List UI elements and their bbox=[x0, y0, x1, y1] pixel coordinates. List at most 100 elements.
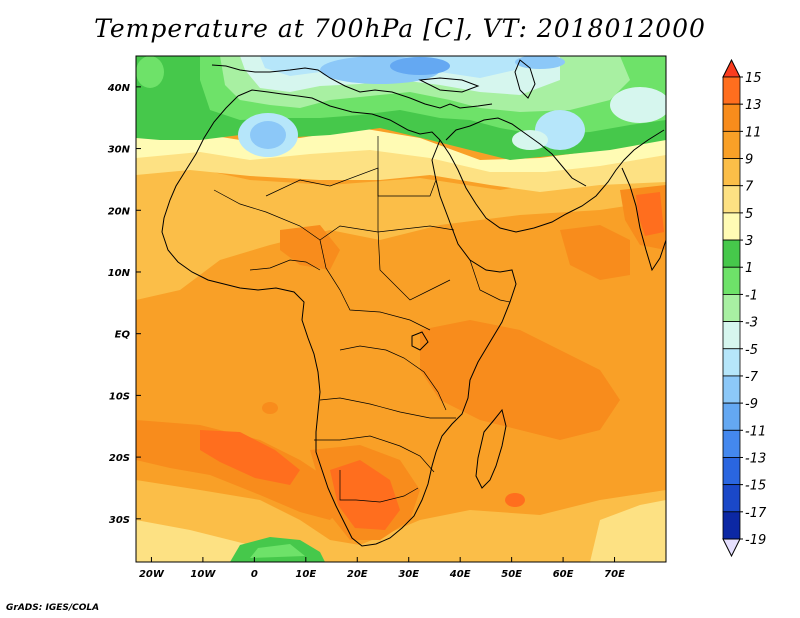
lon-tick-label: 20W bbox=[139, 569, 165, 580]
coastline-madagascar bbox=[475, 408, 507, 489]
field-band-3c bbox=[136, 128, 666, 172]
lat-tick-label: 20S bbox=[109, 453, 130, 464]
colorbar-label: 1 bbox=[745, 261, 753, 276]
colorbar-label: -1 bbox=[745, 288, 758, 303]
field-hot-13c-madagascar-east bbox=[505, 493, 525, 507]
colorbar-label: -7 bbox=[745, 370, 759, 385]
coastline-india bbox=[621, 167, 666, 272]
colorbar-swatch bbox=[722, 103, 741, 132]
colorbar-label: 5 bbox=[745, 207, 753, 222]
colorbar-swatch bbox=[722, 402, 741, 431]
coastline-lake-victoria bbox=[411, 331, 429, 351]
lat-tick-label: 30N bbox=[108, 145, 131, 156]
colorbar-label: -3 bbox=[745, 316, 758, 331]
temperature-field bbox=[136, 56, 666, 562]
field-cold-pool-afghanistan bbox=[610, 87, 666, 123]
grads-credit: GrADS: IGES/COLA bbox=[6, 603, 100, 613]
colorbar-label: -9 bbox=[745, 397, 758, 412]
colorbar-label: -19 bbox=[745, 533, 766, 548]
coastline-caspian bbox=[514, 59, 536, 99]
colorbar-swatch bbox=[722, 130, 741, 159]
map-frame bbox=[135, 55, 667, 563]
border-horn bbox=[469, 259, 511, 303]
colorbar-label: 15 bbox=[745, 71, 762, 86]
border-angola-zambia bbox=[319, 397, 456, 419]
border-central-africa bbox=[319, 239, 431, 331]
colorbar-swatch bbox=[722, 239, 741, 268]
lat-tick-label: 10S bbox=[109, 391, 130, 402]
field-band-7c-north bbox=[136, 165, 666, 300]
lat-tick-label: 10N bbox=[108, 268, 131, 279]
border-sudan bbox=[377, 136, 451, 301]
field-hot-13c-india bbox=[636, 192, 664, 236]
coastline-north-africa bbox=[237, 89, 441, 141]
colorbar-label: 3 bbox=[745, 234, 753, 249]
coastline-arabia bbox=[439, 129, 665, 233]
field-hot-13c-kalahari bbox=[330, 460, 400, 530]
lon-tick-label: 70E bbox=[604, 569, 625, 580]
field-warm-11c-arabian-sea bbox=[560, 225, 630, 280]
colorbar-swatch bbox=[722, 212, 741, 241]
colorbar-label: -11 bbox=[745, 424, 766, 439]
colorbar-swatch bbox=[722, 321, 741, 350]
field-cold-pool-algeria-core bbox=[250, 121, 286, 149]
colorbar-arrow-bottom bbox=[722, 538, 741, 558]
border-south-africa bbox=[339, 470, 419, 503]
field-band-5c-north bbox=[136, 140, 666, 192]
coastline-black-sea bbox=[418, 77, 480, 93]
country-borders bbox=[213, 136, 511, 503]
coastline-africa bbox=[161, 95, 517, 547]
colorbar-swatch bbox=[722, 76, 741, 105]
colorbar-swatch bbox=[722, 429, 741, 458]
colorbar: 15 13 11 9 7 5 3 1 -1 -3 -5 -7 -9 -11 -13 -15 -17 -19 bbox=[722, 58, 767, 558]
lat-tick-label: EQ bbox=[115, 330, 131, 341]
lat-tick-label: 40N bbox=[107, 83, 131, 94]
field-warm-spot-atlantic bbox=[262, 402, 278, 414]
lon-tick-label: 40E bbox=[449, 569, 471, 580]
colorbar-swatch bbox=[722, 348, 741, 377]
colorbar-label: 11 bbox=[745, 125, 762, 140]
field-cold-pool-balkans bbox=[390, 57, 450, 75]
colorbar-swatch bbox=[722, 294, 741, 322]
colorbar-label: 7 bbox=[745, 180, 754, 195]
border-drc-tanzania bbox=[339, 345, 447, 411]
colorbar-label: -15 bbox=[745, 479, 766, 494]
colorbar-label: 13 bbox=[745, 98, 762, 113]
lat-tick-label: 20N bbox=[108, 206, 131, 217]
lon-tick-label: 10E bbox=[295, 569, 316, 580]
lat-axis: 40N 30N 20N 10N EQ 10S 20S 30S bbox=[107, 83, 141, 526]
coastlines bbox=[161, 59, 666, 547]
lon-tick-label: 30E bbox=[398, 569, 419, 580]
lon-tick-label: 0 bbox=[251, 569, 258, 580]
lon-axis: 20W 10W 0 10E 20E 30E 40E 50E 60E 70E bbox=[139, 557, 625, 580]
colorbar-swatch bbox=[722, 484, 741, 513]
colorbar-label: 9 bbox=[745, 153, 753, 168]
coastline-mediterranean-north bbox=[211, 64, 493, 109]
colorbar-swatch bbox=[722, 457, 741, 486]
lon-tick-label: 20E bbox=[347, 569, 368, 580]
colorbar-label: -17 bbox=[745, 506, 767, 521]
field-hot-13c-angola bbox=[200, 430, 300, 485]
chart-title: Temperature at 700hPa [C], VT: 201801200… bbox=[94, 14, 706, 43]
lon-tick-label: 50E bbox=[501, 569, 522, 580]
field-band-5c-southeast bbox=[590, 500, 666, 562]
colorbar-label: -5 bbox=[745, 343, 758, 358]
lon-tick-label: 10W bbox=[190, 569, 216, 580]
colorbar-label: -13 bbox=[745, 451, 766, 466]
colorbar-swatch bbox=[722, 511, 741, 540]
field-cold-pool-iraq bbox=[512, 130, 548, 150]
lon-tick-label: 60E bbox=[553, 569, 574, 580]
coastline-red-sea-gulf bbox=[445, 117, 587, 187]
border-west-africa bbox=[249, 259, 321, 271]
colorbar-swatch bbox=[722, 185, 741, 214]
colorbar-swatch bbox=[722, 266, 741, 295]
colorbar-arrow-top bbox=[722, 58, 741, 78]
border-namibia-botswana bbox=[314, 435, 435, 473]
field-cool-patch-south-atlantic-core bbox=[250, 544, 305, 558]
colorbar-swatch bbox=[722, 158, 741, 187]
colorbar-swatch bbox=[722, 375, 741, 404]
field-band-atlantic-nw bbox=[136, 56, 164, 88]
lat-tick-label: 30S bbox=[109, 515, 130, 526]
field-warm-11c-indian-ocean bbox=[420, 320, 620, 440]
